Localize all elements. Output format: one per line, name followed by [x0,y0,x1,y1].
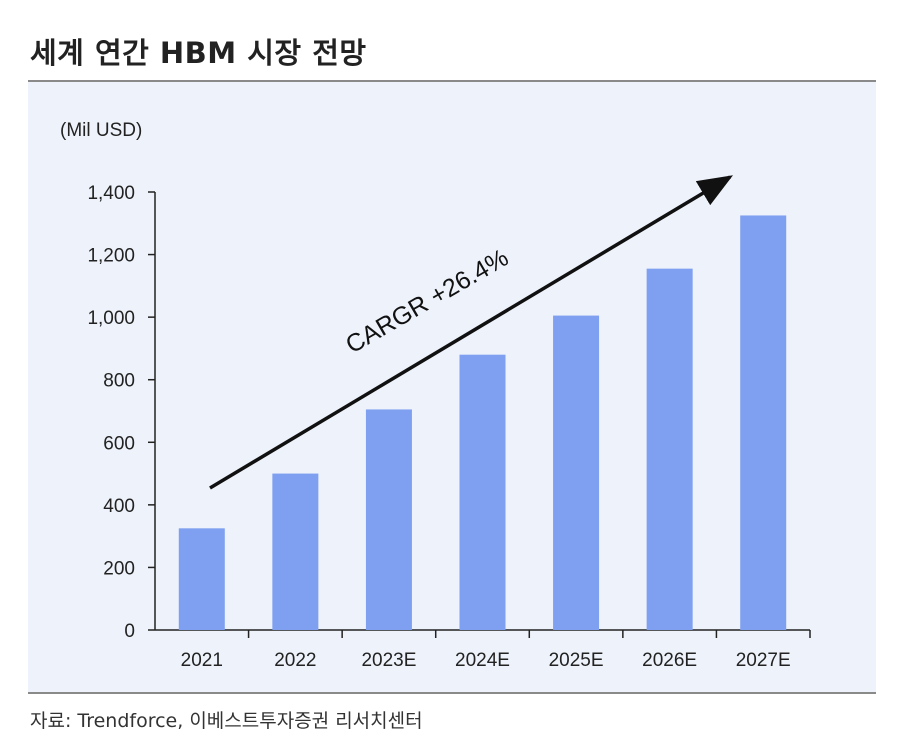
trend-arrow [209,175,734,490]
bar-2021 [178,528,225,630]
x-tick-label: 2025E [549,650,604,671]
title-divider [28,80,876,82]
y-tick-label: 800 [103,371,135,392]
x-tick-label: 2023E [361,650,416,671]
bar-2027E [740,215,787,630]
growth-annotation: CARGR +26.4% [341,244,513,360]
bar-2022 [272,473,319,630]
chart-panel [28,82,876,692]
y-unit-label: (Mil USD) [60,120,142,141]
x-tick-label: 2021 [181,650,223,671]
bar-2023E [365,409,412,630]
y-tick-label: 400 [103,496,135,517]
y-tick-label: 1,200 [87,246,135,267]
chart-title: 세계 연간 HBM 시장 전망 [30,36,367,70]
bar-2024E [459,354,506,630]
y-tick-label: 1,400 [87,183,135,204]
bottom-divider [28,692,876,694]
x-tick-label: 2027E [736,650,791,671]
x-tick-label: 2024E [455,650,510,671]
y-tick-label: 0 [124,621,135,642]
x-tick-label: 2022 [274,650,316,671]
x-tick-label: 2026E [642,650,697,671]
y-tick-label: 600 [103,433,135,454]
y-tick-label: 200 [103,558,135,579]
y-tick-label: 1,000 [87,308,135,329]
bar-2025E [553,315,600,630]
bar-2026E [646,268,693,630]
source-note: 자료: Trendforce, 이베스트투자증권 리서치센터 [30,710,423,732]
